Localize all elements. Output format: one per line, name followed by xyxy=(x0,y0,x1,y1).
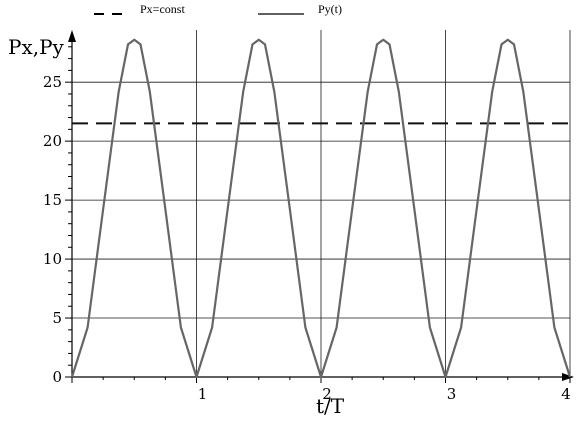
series-group xyxy=(70,38,572,379)
x-tick-label: 1 xyxy=(198,385,208,403)
x-axis-label: t/T xyxy=(316,394,345,418)
y-axis-arrow xyxy=(68,30,76,42)
axes xyxy=(65,30,574,383)
legend: Px=const Py(t) xyxy=(94,2,342,16)
y-tick-label: 10 xyxy=(43,250,62,268)
legend-label: Px=const xyxy=(140,2,185,16)
y-tick-label: 20 xyxy=(43,132,62,150)
x-axis-arrow xyxy=(562,373,574,381)
y-axis-label: Px,Py xyxy=(8,35,65,59)
x-tick-label: 3 xyxy=(447,385,457,403)
labels: 0 5 10 15 20 25 1 2 3 4 t/T Px,Py xyxy=(8,35,571,418)
y-tick-label: 0 xyxy=(52,368,62,386)
y-tick-label: 25 xyxy=(43,73,62,91)
y-tick-label: 5 xyxy=(52,309,62,327)
grid xyxy=(72,30,571,377)
x-tick-label: 2 xyxy=(322,385,332,403)
y-tick-label: 15 xyxy=(43,191,62,209)
x-tick-label: 4 xyxy=(561,385,571,403)
legend-label: Py(t) xyxy=(318,2,342,16)
series-line-py-t xyxy=(70,38,572,379)
